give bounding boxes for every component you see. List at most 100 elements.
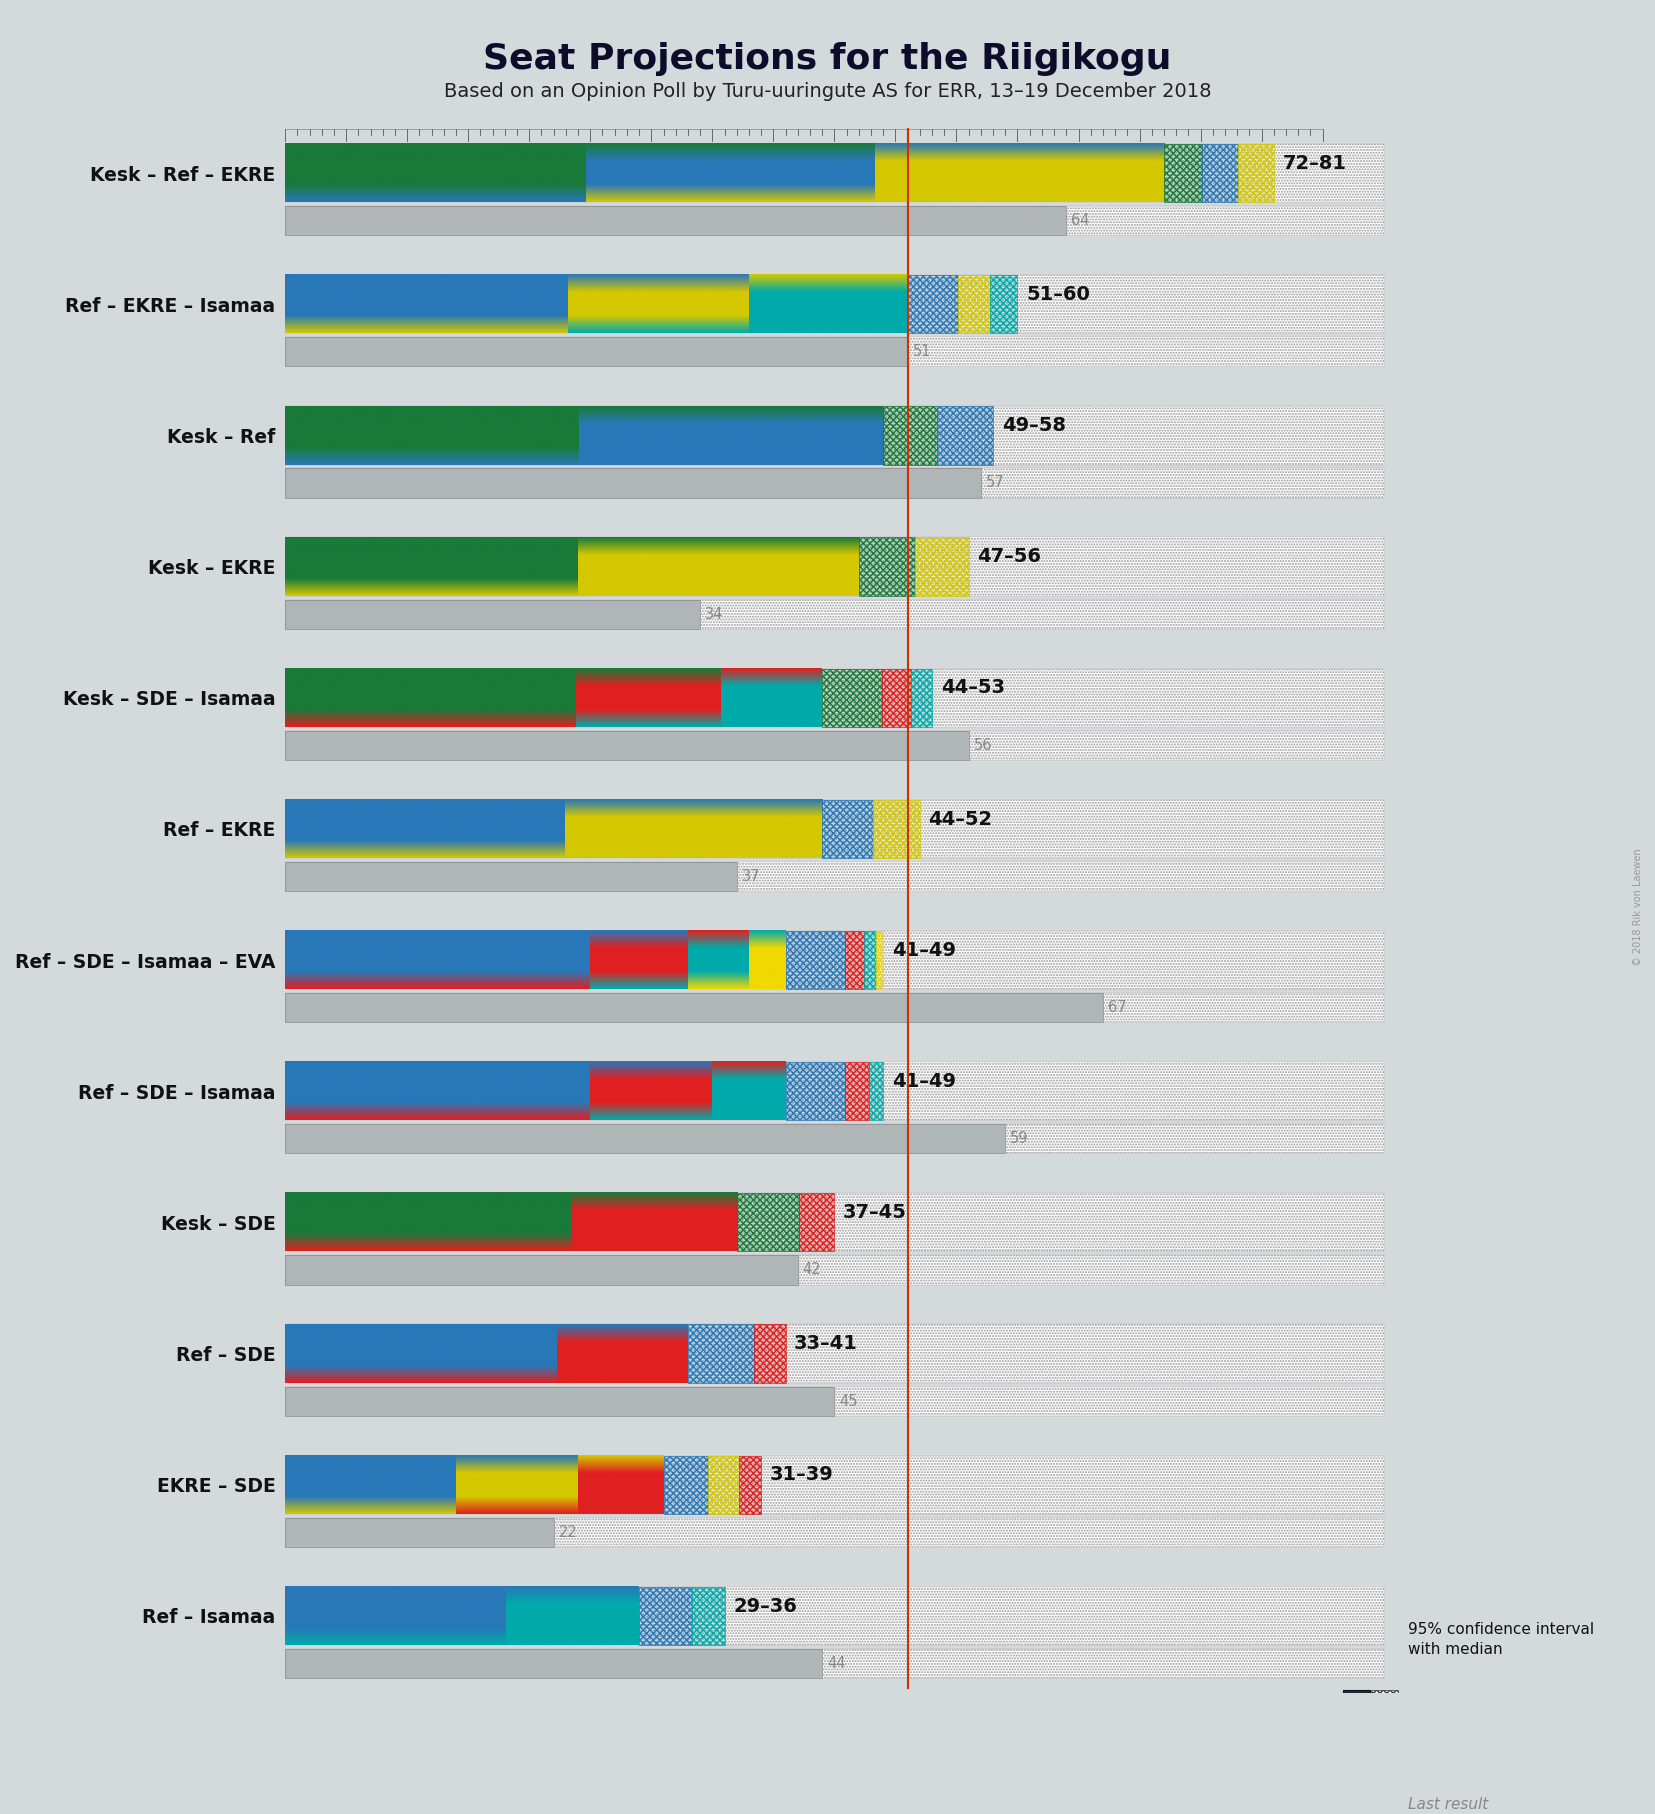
Bar bbox=[285, 337, 1384, 366]
Text: 22: 22 bbox=[558, 1526, 578, 1540]
Bar bbox=[285, 406, 1384, 464]
Bar bbox=[937, 406, 993, 464]
Bar bbox=[285, 1255, 1384, 1284]
Bar bbox=[937, 406, 993, 464]
Bar bbox=[285, 862, 736, 891]
Bar bbox=[285, 468, 1384, 497]
Bar bbox=[708, 1455, 740, 1515]
Bar bbox=[864, 931, 875, 989]
Bar bbox=[823, 669, 882, 727]
Text: 44–52: 44–52 bbox=[928, 809, 993, 829]
Bar bbox=[1163, 143, 1202, 201]
Bar bbox=[882, 669, 912, 727]
Bar bbox=[285, 143, 1384, 201]
Bar bbox=[846, 931, 864, 989]
Bar bbox=[786, 1061, 846, 1121]
Bar bbox=[755, 1324, 786, 1382]
Text: 42: 42 bbox=[803, 1263, 821, 1277]
Text: 51–60: 51–60 bbox=[1026, 285, 1091, 305]
Bar bbox=[958, 276, 990, 334]
Bar bbox=[285, 1386, 1384, 1415]
Text: 37: 37 bbox=[741, 869, 760, 883]
Text: 56: 56 bbox=[973, 738, 991, 753]
Text: Last result: Last result bbox=[1408, 1798, 1488, 1812]
Bar bbox=[799, 1194, 834, 1252]
Text: 31–39: 31–39 bbox=[770, 1466, 834, 1484]
Bar bbox=[285, 862, 1384, 891]
Bar bbox=[285, 337, 907, 366]
Bar bbox=[1163, 143, 1202, 201]
Bar bbox=[285, 207, 1066, 236]
Bar bbox=[285, 1125, 1005, 1154]
Bar bbox=[708, 1455, 740, 1515]
Bar bbox=[285, 406, 1384, 464]
Bar bbox=[874, 800, 920, 858]
Bar bbox=[285, 862, 736, 891]
Bar bbox=[285, 731, 1384, 760]
Bar bbox=[736, 1194, 799, 1252]
Bar bbox=[285, 1194, 1384, 1252]
Bar bbox=[799, 1194, 834, 1252]
Bar bbox=[285, 992, 1384, 1023]
Text: © 2018 Rik von Laewen: © 2018 Rik von Laewen bbox=[1633, 849, 1643, 965]
Bar bbox=[285, 337, 907, 366]
Bar bbox=[285, 731, 1384, 760]
Bar bbox=[823, 800, 874, 858]
Text: 29–36: 29–36 bbox=[733, 1596, 798, 1616]
Text: 67: 67 bbox=[1107, 1000, 1127, 1016]
Bar bbox=[882, 669, 912, 727]
Bar bbox=[1202, 143, 1238, 201]
Bar bbox=[285, 1518, 1384, 1547]
Bar bbox=[285, 1649, 1384, 1678]
Bar bbox=[285, 1455, 1384, 1515]
Bar bbox=[285, 600, 700, 629]
Bar bbox=[285, 800, 1384, 858]
Bar bbox=[864, 931, 875, 989]
Bar bbox=[285, 1386, 834, 1415]
Bar bbox=[285, 1587, 1384, 1645]
Text: 47–56: 47–56 bbox=[976, 548, 1041, 566]
Bar bbox=[285, 1255, 1384, 1284]
Bar bbox=[859, 537, 915, 595]
Bar bbox=[736, 1194, 799, 1252]
Bar bbox=[285, 1455, 1384, 1515]
Text: 34: 34 bbox=[705, 606, 723, 622]
Bar bbox=[912, 669, 932, 727]
Bar bbox=[285, 800, 1384, 858]
Bar bbox=[1344, 1785, 1398, 1814]
Bar bbox=[869, 1061, 884, 1121]
Bar bbox=[874, 800, 920, 858]
Bar bbox=[823, 800, 874, 858]
Bar bbox=[688, 1324, 755, 1382]
Text: Seat Projections for the Riigikogu: Seat Projections for the Riigikogu bbox=[483, 42, 1172, 76]
Bar bbox=[285, 1518, 554, 1547]
Bar bbox=[285, 992, 1384, 1023]
Bar bbox=[285, 731, 968, 760]
Bar bbox=[915, 537, 968, 595]
Bar bbox=[664, 1455, 708, 1515]
Text: 44–53: 44–53 bbox=[940, 678, 1005, 698]
Bar bbox=[1344, 1691, 1370, 1743]
Bar bbox=[285, 1587, 1384, 1645]
Text: 41–49: 41–49 bbox=[892, 941, 957, 960]
Bar bbox=[285, 669, 1384, 727]
Bar bbox=[285, 276, 1384, 334]
Text: 57: 57 bbox=[986, 475, 1005, 490]
Bar bbox=[285, 1255, 798, 1284]
Bar bbox=[823, 669, 882, 727]
Bar bbox=[859, 537, 915, 595]
Bar bbox=[285, 1518, 1384, 1547]
Text: 51: 51 bbox=[912, 345, 932, 359]
Bar bbox=[639, 1587, 692, 1645]
Bar bbox=[285, 669, 1384, 727]
Bar bbox=[285, 1194, 1384, 1252]
Text: 41–49: 41–49 bbox=[892, 1072, 957, 1090]
Bar bbox=[285, 931, 1384, 989]
Bar bbox=[912, 669, 932, 727]
Bar bbox=[285, 862, 1384, 891]
Bar bbox=[884, 406, 937, 464]
Bar bbox=[786, 931, 846, 989]
Bar bbox=[285, 931, 1384, 989]
Bar bbox=[285, 537, 1384, 595]
Bar bbox=[990, 276, 1018, 334]
